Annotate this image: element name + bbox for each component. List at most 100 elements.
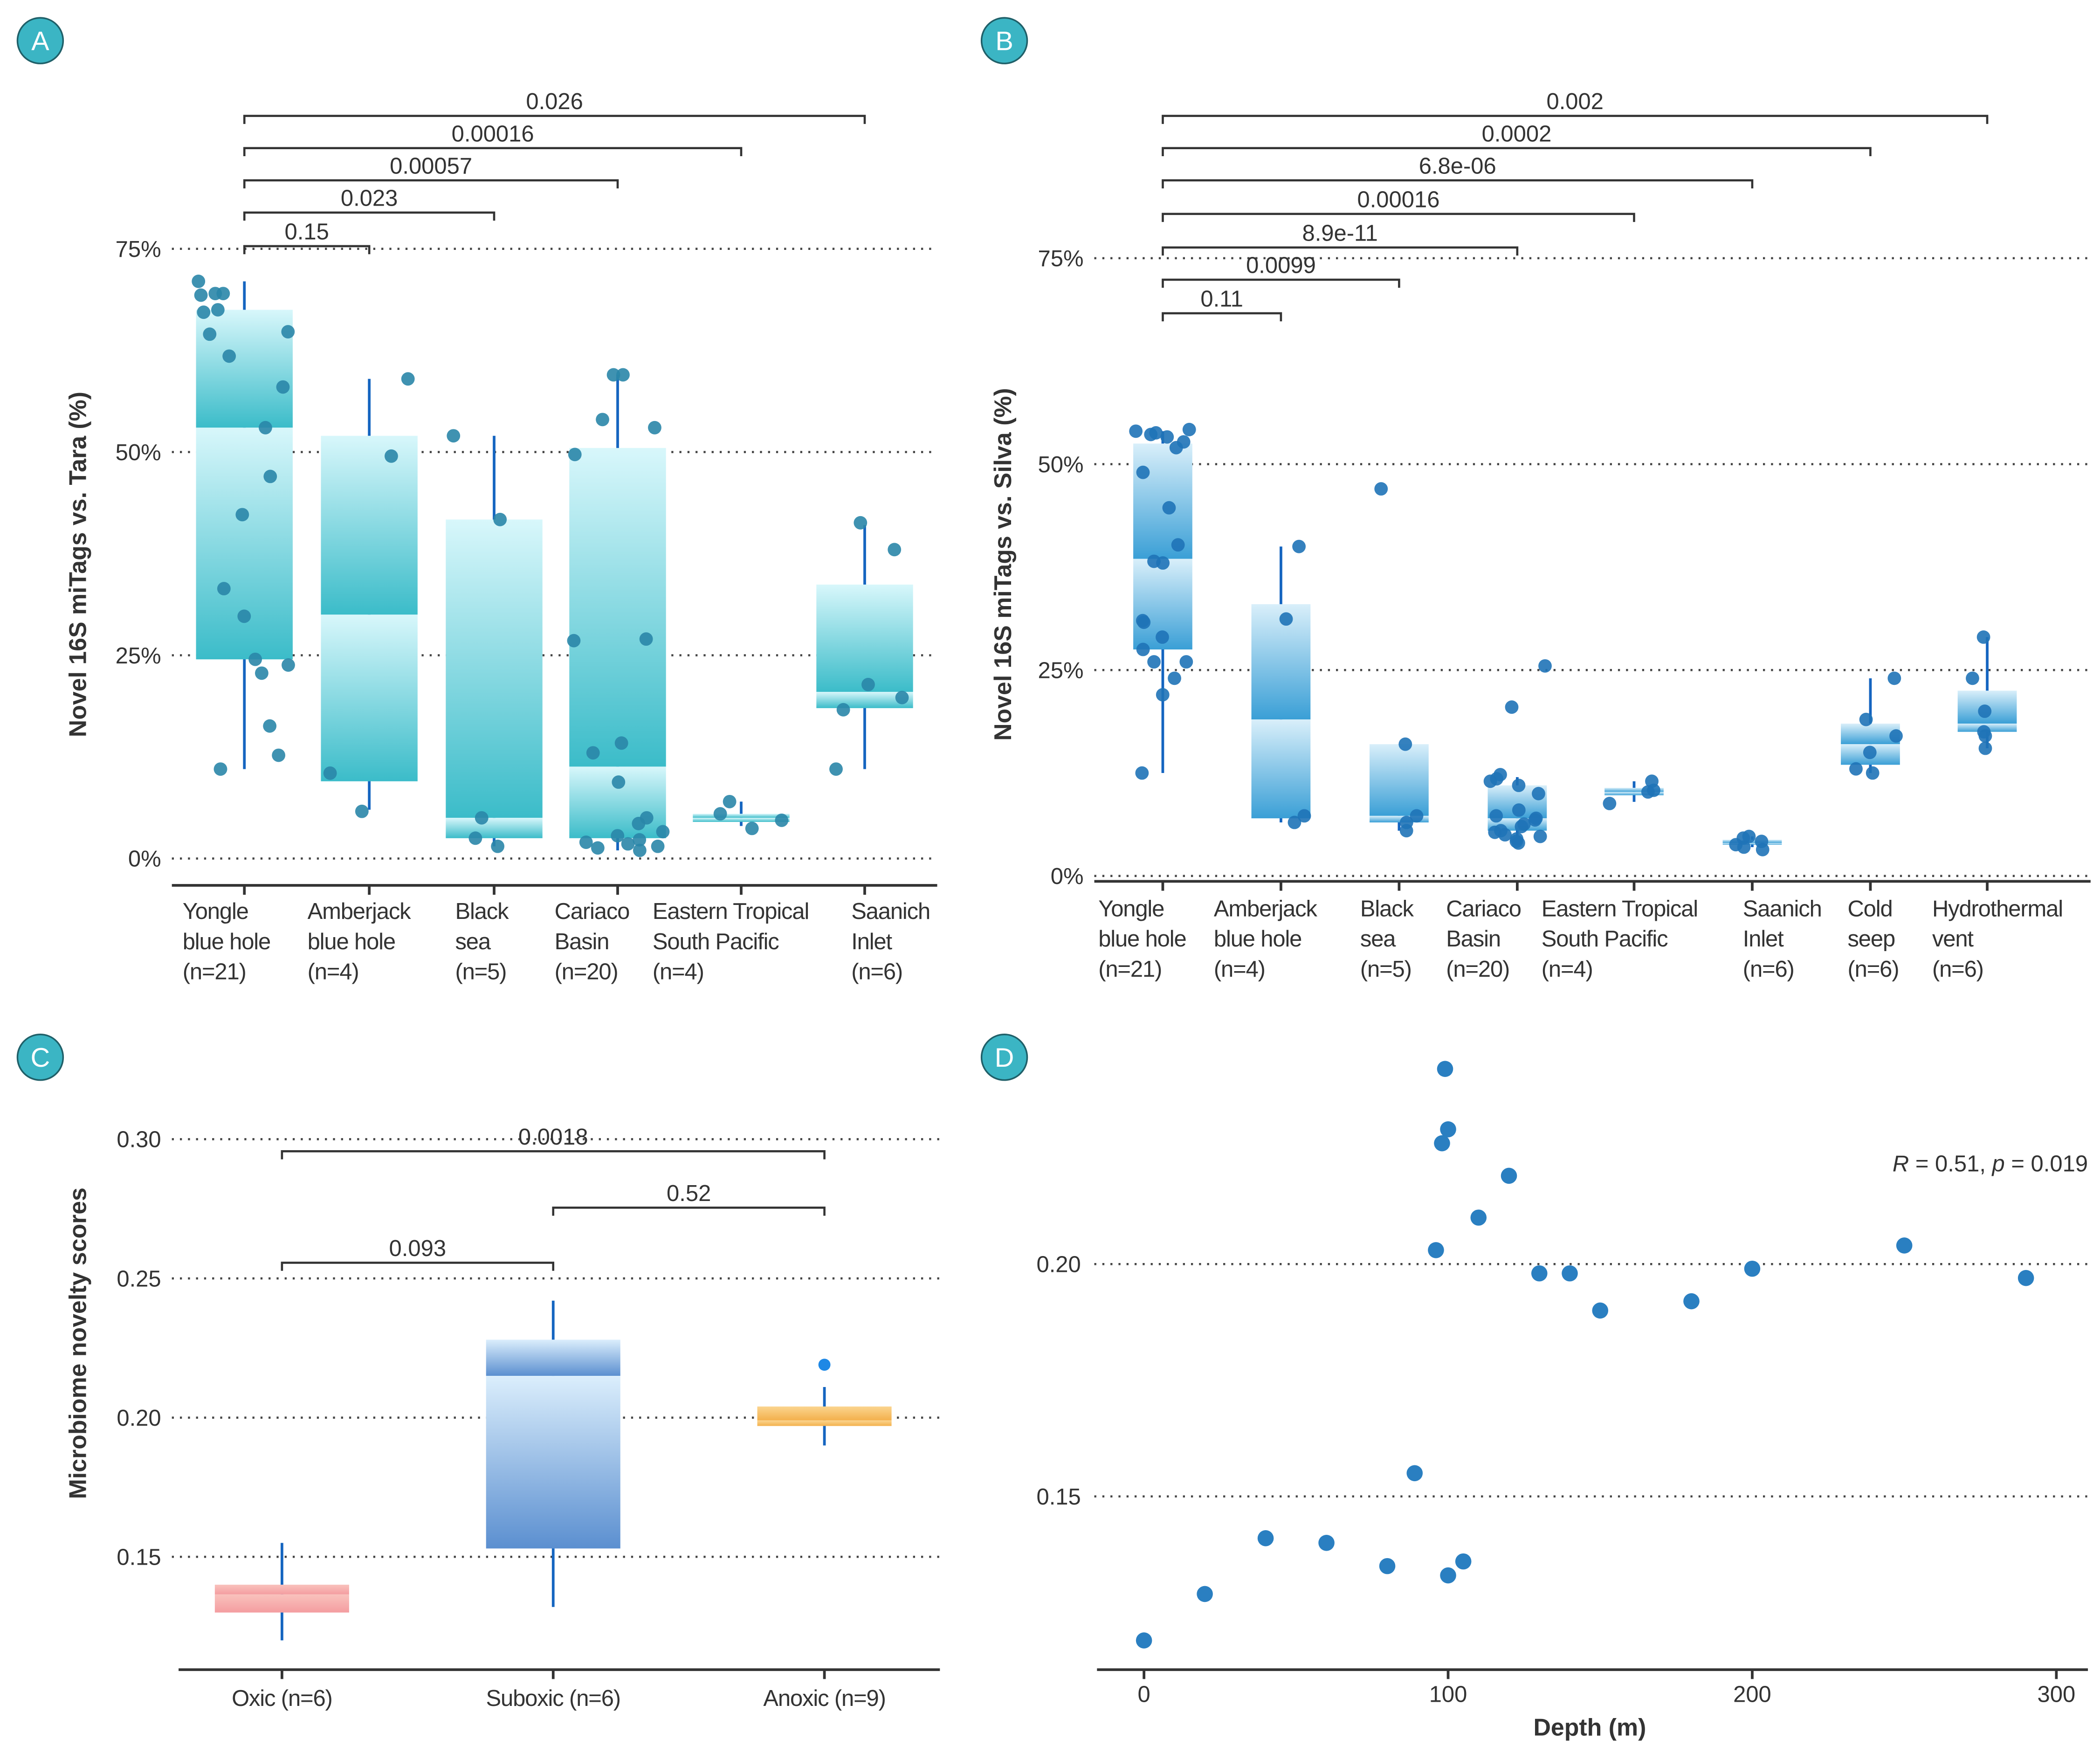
annotation-r-label: R (1893, 1152, 1909, 1177)
data-point (1434, 1135, 1450, 1152)
data-point (237, 609, 251, 623)
annotation-p-value: = 0.019 (2005, 1152, 2088, 1177)
panel-c: 0.15 0.20 0.25 0.30 Microbiome novelty score… (64, 1125, 944, 1711)
significance-bracket (1162, 278, 1400, 288)
data-point (1533, 829, 1547, 843)
data-point (222, 349, 236, 363)
box-upper (1133, 443, 1192, 559)
p-value-label: 0.00016 (452, 121, 534, 146)
category-label: Eastern Tropical (1542, 896, 1698, 921)
p-value-label: 0.0002 (1482, 121, 1552, 146)
data-point (1592, 1302, 1609, 1319)
data-point (633, 833, 647, 847)
panel-label-d: D (980, 1034, 1028, 1081)
box-upper (1251, 604, 1311, 720)
data-point (1505, 700, 1519, 714)
y-tick-label: 50% (116, 440, 161, 465)
y-tick-label: 0.15 (117, 1545, 161, 1570)
significance-bracket (1162, 147, 1872, 156)
data-point (468, 831, 482, 845)
y-tick-label: 25% (1038, 658, 1084, 683)
data-point (282, 658, 295, 672)
data-point (723, 794, 737, 808)
category-label: blue hole (183, 929, 270, 954)
category-label: Inlet (851, 929, 892, 954)
data-point (1498, 828, 1512, 842)
p-value-label: 6.8e-06 (1419, 153, 1496, 179)
category-label: (n=6) (1743, 957, 1794, 982)
category-label: Cariaco (1446, 896, 1521, 921)
category-label: (n=6) (851, 959, 902, 985)
data-point (1144, 428, 1158, 442)
data-point (475, 811, 489, 825)
p-value-label: 0.026 (526, 89, 583, 114)
data-point (611, 829, 625, 842)
data-point (745, 821, 759, 835)
category-label: (n=4) (653, 959, 704, 985)
data-point (1737, 840, 1751, 854)
data-point (1147, 655, 1161, 669)
data-point (197, 305, 211, 319)
data-point (1512, 803, 1526, 817)
box-lower (196, 428, 293, 660)
data-point (194, 288, 208, 302)
y-axis-title: Microbiome novelty scores (64, 1187, 91, 1499)
data-point (1756, 842, 1770, 856)
data-point (861, 677, 875, 691)
data-point (586, 746, 600, 760)
data-point (1169, 441, 1183, 455)
data-point (1437, 1061, 1453, 1077)
significance-bracket (1162, 115, 1989, 124)
box-lower (757, 1420, 892, 1426)
data-point (1182, 422, 1196, 436)
category-label: Black (455, 899, 509, 924)
data-point (836, 703, 850, 717)
category-label: (n=20) (1446, 957, 1509, 982)
box-upper (693, 814, 790, 818)
data-point (648, 421, 661, 435)
data-point (192, 275, 206, 288)
category-label: South Pacific (1542, 926, 1668, 952)
y-tick-label: 0% (128, 847, 161, 872)
category-label: Saanich (851, 899, 930, 924)
data-point (216, 287, 230, 300)
category-label: Saanich (1743, 896, 1822, 921)
data-point (1532, 787, 1545, 801)
category-label: blue hole (308, 929, 395, 954)
box-lower (1251, 719, 1311, 819)
category-label: Amberjack (1214, 896, 1318, 921)
box-upper (446, 519, 543, 818)
p-value-label: 0.00057 (390, 153, 472, 179)
data-point (1531, 1265, 1548, 1282)
box-lower (693, 818, 790, 822)
category-label: Black (1360, 896, 1414, 921)
data-point (1501, 1167, 1517, 1184)
data-point (854, 516, 868, 530)
p-value-label: 0.0099 (1246, 253, 1316, 278)
data-point (591, 841, 605, 855)
panel-label-b-text: B (995, 26, 1013, 56)
data-point (1160, 430, 1174, 444)
data-point (639, 632, 653, 646)
data-point (323, 766, 337, 780)
data-point (1866, 766, 1880, 780)
data-point (493, 512, 507, 526)
box-lower (446, 818, 543, 838)
category-label: vent (1932, 926, 1974, 952)
data-point (1889, 729, 1903, 743)
data-point (1156, 556, 1170, 570)
significance-bracket (1162, 246, 1519, 256)
x-tick-label: 100 (1429, 1682, 1467, 1707)
data-point (1162, 501, 1176, 515)
significance-bracket (281, 1262, 555, 1271)
data-point (1863, 745, 1877, 759)
data-point (1603, 796, 1617, 810)
data-point (612, 775, 626, 789)
data-point (1171, 538, 1185, 552)
data-point (1288, 815, 1301, 829)
category-label: Oxic (n=6) (232, 1686, 332, 1711)
data-point (1978, 741, 1992, 755)
panel-label-c-text: C (31, 1043, 50, 1073)
data-point (1136, 1632, 1152, 1649)
data-point (1641, 785, 1655, 799)
